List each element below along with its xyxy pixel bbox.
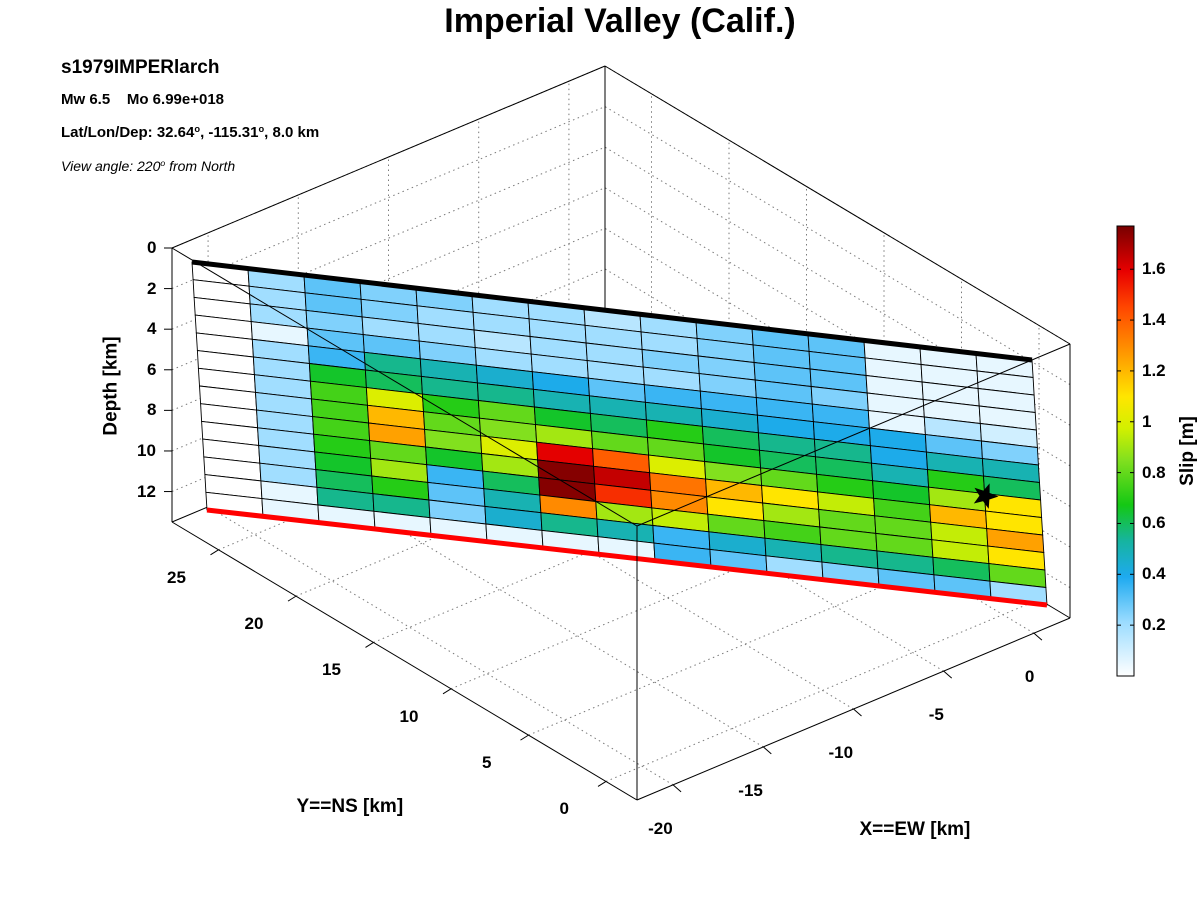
degree-symbol: o — [258, 123, 265, 134]
mw-value: Mw 6.5 — [61, 91, 111, 108]
mo-value: Mo 6.99e+018 — [126, 91, 225, 108]
slip-cells — [191, 261, 1048, 606]
box-edge — [604, 65, 1071, 345]
colorbar-tick-label: 1.2 — [1142, 360, 1166, 380]
z-tick-label: 6 — [147, 359, 157, 379]
colorbar-tick-label: 0.8 — [1142, 462, 1166, 482]
gridline-x-floor — [207, 506, 674, 786]
x-tick — [943, 670, 953, 679]
colorbar-gradient — [1116, 225, 1135, 677]
x-tick — [672, 784, 682, 793]
colorbar-tick-label: 0.4 — [1142, 564, 1166, 584]
z-axis-label: Depth [km] — [100, 336, 122, 436]
z-tick-label: 10 — [137, 440, 156, 460]
longitude-value: -115.31 — [208, 124, 259, 141]
box-edge-front — [171, 521, 638, 801]
chart-title: Imperial Valley (Calif.) — [444, 2, 796, 40]
gridline-z-wall — [171, 146, 606, 330]
view-prefix: View angle: 220 — [61, 158, 161, 174]
colorbar-label: Slip [m] — [1176, 416, 1198, 486]
y-tick-label: 10 — [399, 706, 419, 726]
tick-marks — [164, 247, 1043, 793]
x-tick-label: -5 — [928, 705, 944, 725]
y-axis-label: Y==NS [km] — [296, 796, 404, 817]
colorbar-tick-label: 1.6 — [1142, 259, 1166, 279]
fault-top-trace — [191, 259, 1033, 363]
y-tick — [597, 781, 607, 787]
fault-bottom-edge — [206, 507, 1048, 608]
y-tick — [442, 688, 452, 695]
depth-value: 8.0 km — [272, 124, 320, 141]
x-tick-label: -20 — [648, 818, 673, 838]
x-axis-label: X==EW [km] — [859, 819, 971, 840]
colorbar — [1116, 225, 1135, 677]
degree-symbol: o — [194, 123, 201, 134]
x-tick-label: 0 — [1024, 667, 1035, 687]
colorbar-tick-label: 0.6 — [1142, 513, 1166, 533]
location-prefix: Lat/Lon/Dep: — [61, 124, 157, 141]
x-tick-label: -15 — [738, 780, 763, 800]
hypocenter-layer — [973, 483, 999, 509]
gridline-z-wall — [604, 106, 1071, 386]
gridline-z-wall — [171, 106, 606, 290]
colorbar-tick-label: 1.4 — [1142, 310, 1166, 330]
y-tick-label: 25 — [167, 567, 186, 587]
z-tick-label: 4 — [147, 319, 157, 339]
y-tick-label: 0 — [559, 799, 569, 819]
y-tick-label: 20 — [244, 614, 264, 634]
z-tick-label: 12 — [137, 481, 156, 501]
gridline-z-wall — [171, 187, 606, 371]
box-edge-front — [636, 343, 1071, 527]
y-tick — [365, 642, 374, 648]
view-angle-line: View angle: 220o from North — [61, 158, 235, 174]
box-edge-front — [171, 247, 638, 527]
latitude-value: 32.64 — [156, 124, 195, 141]
y-tick — [287, 595, 297, 602]
location-line: Lat/Lon/Dep: 32.64o, -115.31o, 8.0 km — [61, 123, 320, 141]
x-tick — [762, 746, 772, 755]
y-tick — [520, 734, 529, 741]
hypocenter-star — [973, 483, 999, 509]
z-tick-label: 0 — [147, 238, 157, 257]
box-edge — [171, 65, 606, 249]
fault-edges — [191, 259, 1048, 608]
x-tick — [1033, 632, 1043, 641]
event-id-label: s1979IMPERlarch — [61, 57, 220, 78]
gridline-y-floor — [605, 599, 1040, 782]
x-tick — [853, 708, 862, 717]
y-tick-label: 15 — [322, 660, 341, 680]
gridline-z-wall — [171, 227, 606, 411]
colorbar-tick-label: 1 — [1142, 411, 1152, 431]
colorbar-tick-label: 0.2 — [1142, 615, 1166, 635]
x-tick-label: -10 — [828, 743, 854, 762]
degree-symbol: o — [160, 158, 166, 169]
z-tick-label: 2 — [147, 278, 157, 298]
y-tick — [210, 549, 219, 556]
magnitude-line: Mw 6.5 Mo 6.99e+018 — [61, 91, 224, 108]
z-tick-label: 8 — [147, 400, 157, 420]
y-tick-label: 5 — [482, 753, 492, 773]
view-suffix: from North — [165, 158, 236, 174]
